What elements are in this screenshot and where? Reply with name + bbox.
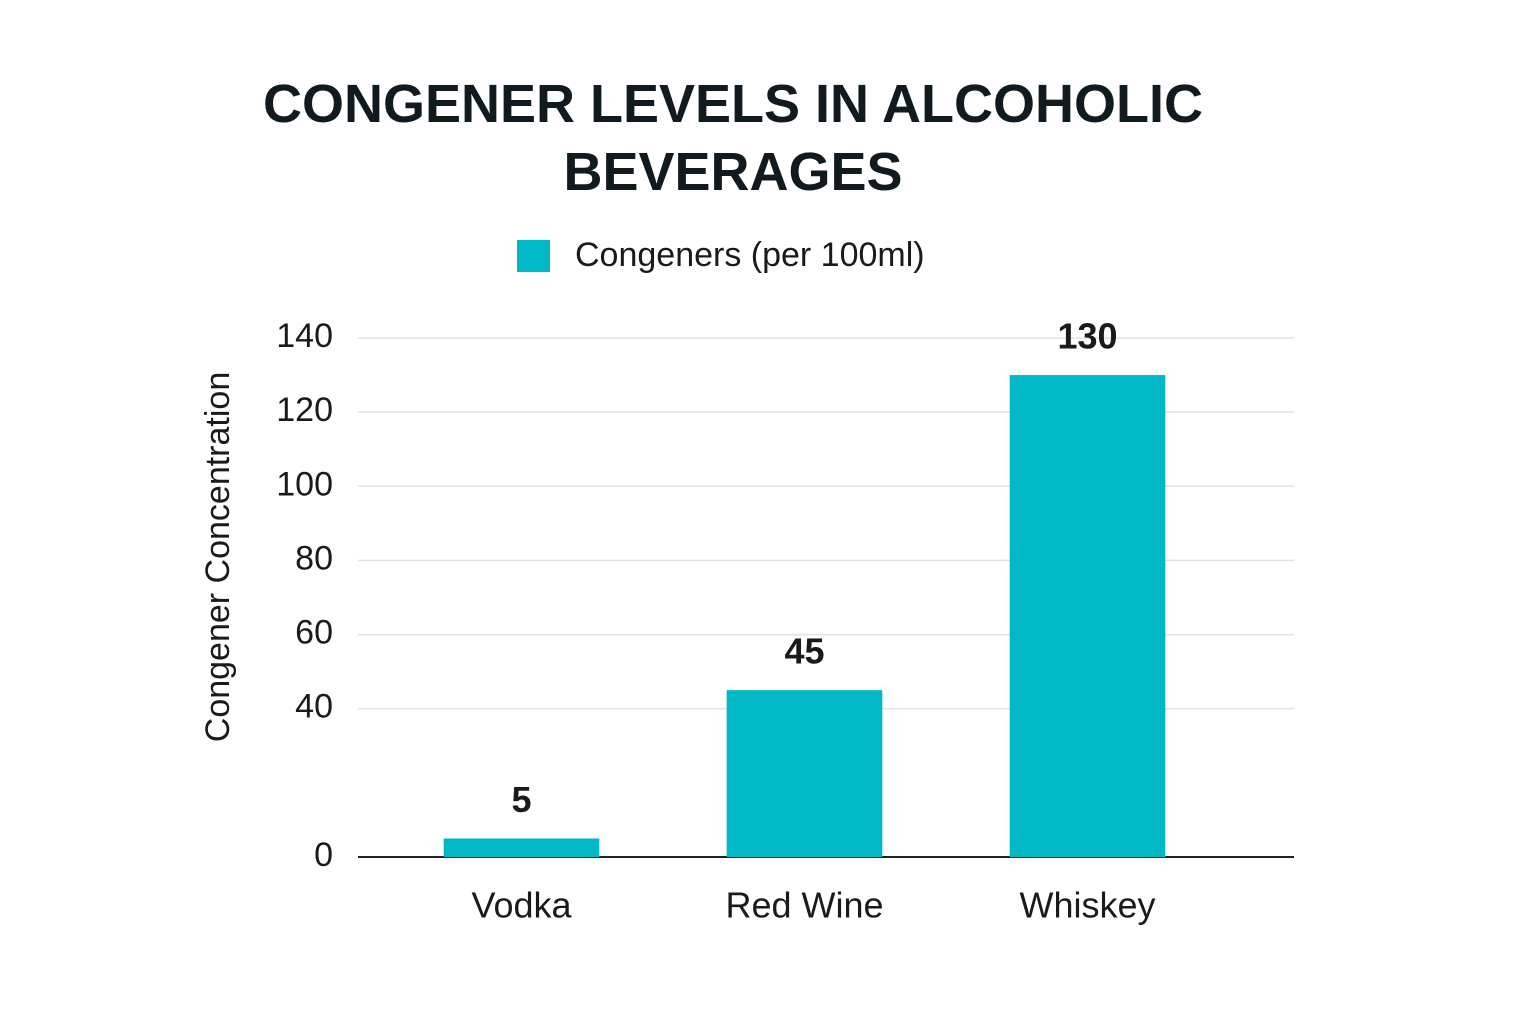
data-label: 45 (784, 631, 824, 672)
data-label: 5 (511, 779, 531, 820)
bar (1009, 375, 1166, 857)
y-tick-label: 40 (295, 688, 333, 726)
y-tick-label: 100 (276, 465, 333, 503)
bar (726, 690, 883, 857)
data-label: 130 (1057, 316, 1117, 357)
x-tick-label: Whiskey (1019, 885, 1155, 926)
y-tick-label: 140 (276, 317, 333, 355)
y-tick-label: 120 (276, 391, 333, 429)
chart-title: CONGENER LEVELS IN ALCOHOLIC BEVERAGES (262, 74, 1204, 202)
bar (443, 838, 600, 857)
x-tick-label: Vodka (471, 885, 572, 926)
y-tick-label: 60 (295, 614, 333, 652)
x-tick-label: Red Wine (725, 885, 883, 926)
y-tick-label: 80 (295, 539, 333, 577)
legend-swatch (517, 240, 550, 272)
y-axis-label: Congener Concentration (199, 372, 237, 742)
y-tick-label: 0 (314, 836, 333, 874)
legend-label: Congeners (per 100ml) (575, 236, 925, 274)
